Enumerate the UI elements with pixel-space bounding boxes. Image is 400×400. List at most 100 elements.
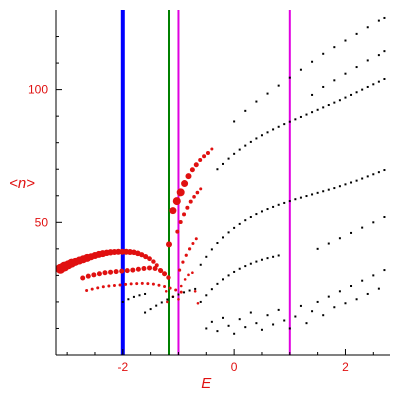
data-point: [202, 154, 207, 159]
data-point: [138, 294, 141, 297]
data-point: [266, 208, 269, 211]
data-point: [198, 157, 203, 162]
data-point: [178, 220, 183, 225]
data-point: [266, 257, 269, 260]
data-point: [260, 258, 263, 261]
data-point: [361, 88, 364, 91]
data-point: [327, 242, 330, 245]
data-point: [327, 188, 330, 191]
data-point: [288, 120, 291, 123]
data-point: [227, 231, 230, 234]
data-point: [130, 267, 136, 273]
ticks-layer: -2 0 2 50 100: [28, 36, 374, 374]
data-point: [327, 104, 330, 107]
data-point: [169, 207, 177, 215]
data-point: [260, 210, 263, 213]
data-point: [333, 46, 336, 49]
data-point: [294, 315, 297, 318]
data-point: [152, 265, 158, 271]
data-point: [266, 131, 269, 134]
data-point: [233, 332, 236, 335]
data-point: [210, 248, 213, 251]
x-tick-label: 0: [231, 360, 238, 374]
data-point: [227, 274, 230, 277]
data-point: [299, 196, 302, 199]
data-point: [350, 285, 353, 287]
data-point: [205, 255, 208, 258]
data-point: [372, 221, 375, 224]
data-point: [233, 226, 236, 229]
data-point: [277, 125, 280, 128]
data-point: [255, 100, 258, 103]
data-point: [80, 275, 86, 281]
data-point: [85, 289, 89, 293]
vertical-lines-layer: [120, 10, 291, 355]
data-point: [177, 297, 180, 301]
data-point: [96, 286, 100, 290]
data-point: [322, 85, 325, 88]
y-tick-label: 50: [35, 215, 49, 229]
data-point: [377, 171, 380, 174]
data-point: [182, 212, 187, 217]
data-point: [135, 266, 141, 272]
data-point: [113, 269, 119, 275]
data-point: [344, 72, 347, 75]
data-point: [238, 267, 241, 270]
data-point: [322, 190, 325, 193]
data-point: [112, 283, 116, 287]
data-point: [322, 106, 325, 109]
data-point: [344, 302, 347, 305]
data-point: [216, 330, 219, 333]
data-point: [338, 237, 341, 240]
data-point: [355, 66, 358, 69]
data-point: [288, 76, 291, 79]
data-point: [255, 213, 258, 216]
data-point: [260, 134, 263, 137]
data-point: [205, 294, 208, 297]
data-point: [322, 52, 325, 55]
data-point: [244, 265, 247, 268]
data-point: [129, 282, 133, 286]
data-point: [333, 79, 336, 82]
data-point: [124, 268, 130, 274]
data-point: [299, 68, 302, 71]
data-point: [238, 318, 241, 321]
data-point: [266, 314, 269, 317]
data-point: [185, 205, 190, 210]
data-point: [135, 282, 139, 286]
data-point: [277, 308, 280, 311]
data-point: [355, 32, 358, 35]
data-point: [361, 177, 364, 180]
data-point: [249, 262, 252, 265]
data-point: [210, 288, 213, 291]
data-point: [383, 16, 386, 19]
data-point: [272, 205, 275, 208]
data-point: [305, 322, 308, 325]
data-point: [177, 293, 180, 296]
data-point: [118, 283, 122, 287]
data-point: [233, 270, 236, 273]
data-point: [238, 222, 241, 225]
data-point: [147, 256, 152, 262]
data-point: [222, 162, 224, 165]
data-point: [283, 319, 286, 322]
axes-layer: [55, 10, 390, 356]
data-point: [141, 265, 147, 271]
data-point: [127, 298, 130, 301]
data-point: [144, 292, 147, 295]
data-point: [311, 193, 314, 196]
data-point: [107, 284, 111, 288]
data-point: [338, 290, 341, 293]
data-point: [249, 216, 252, 218]
data-point: [288, 327, 291, 330]
data-point: [179, 290, 183, 294]
y-tick-label: 100: [28, 83, 48, 97]
data-point: [155, 304, 158, 307]
data-point: [102, 270, 108, 276]
data-point: [139, 252, 145, 258]
data-point: [143, 253, 149, 260]
data-point: [383, 216, 386, 218]
data-point: [366, 85, 369, 88]
data-point: [175, 229, 180, 234]
